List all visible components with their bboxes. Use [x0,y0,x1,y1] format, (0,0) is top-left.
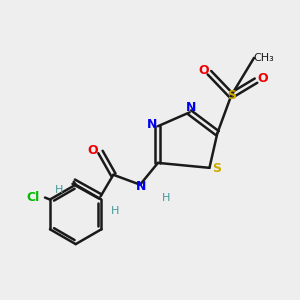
Text: O: O [198,64,209,77]
Text: H: H [162,193,170,202]
Text: N: N [185,101,196,114]
Text: S: S [212,162,221,175]
Text: H: H [111,206,119,216]
Text: Cl: Cl [26,191,40,204]
Text: S: S [227,89,236,102]
Text: CH₃: CH₃ [254,53,274,63]
Text: O: O [258,72,268,85]
Text: H: H [55,184,63,195]
Text: N: N [136,180,146,193]
Text: N: N [147,118,157,131]
Text: O: O [87,143,98,157]
